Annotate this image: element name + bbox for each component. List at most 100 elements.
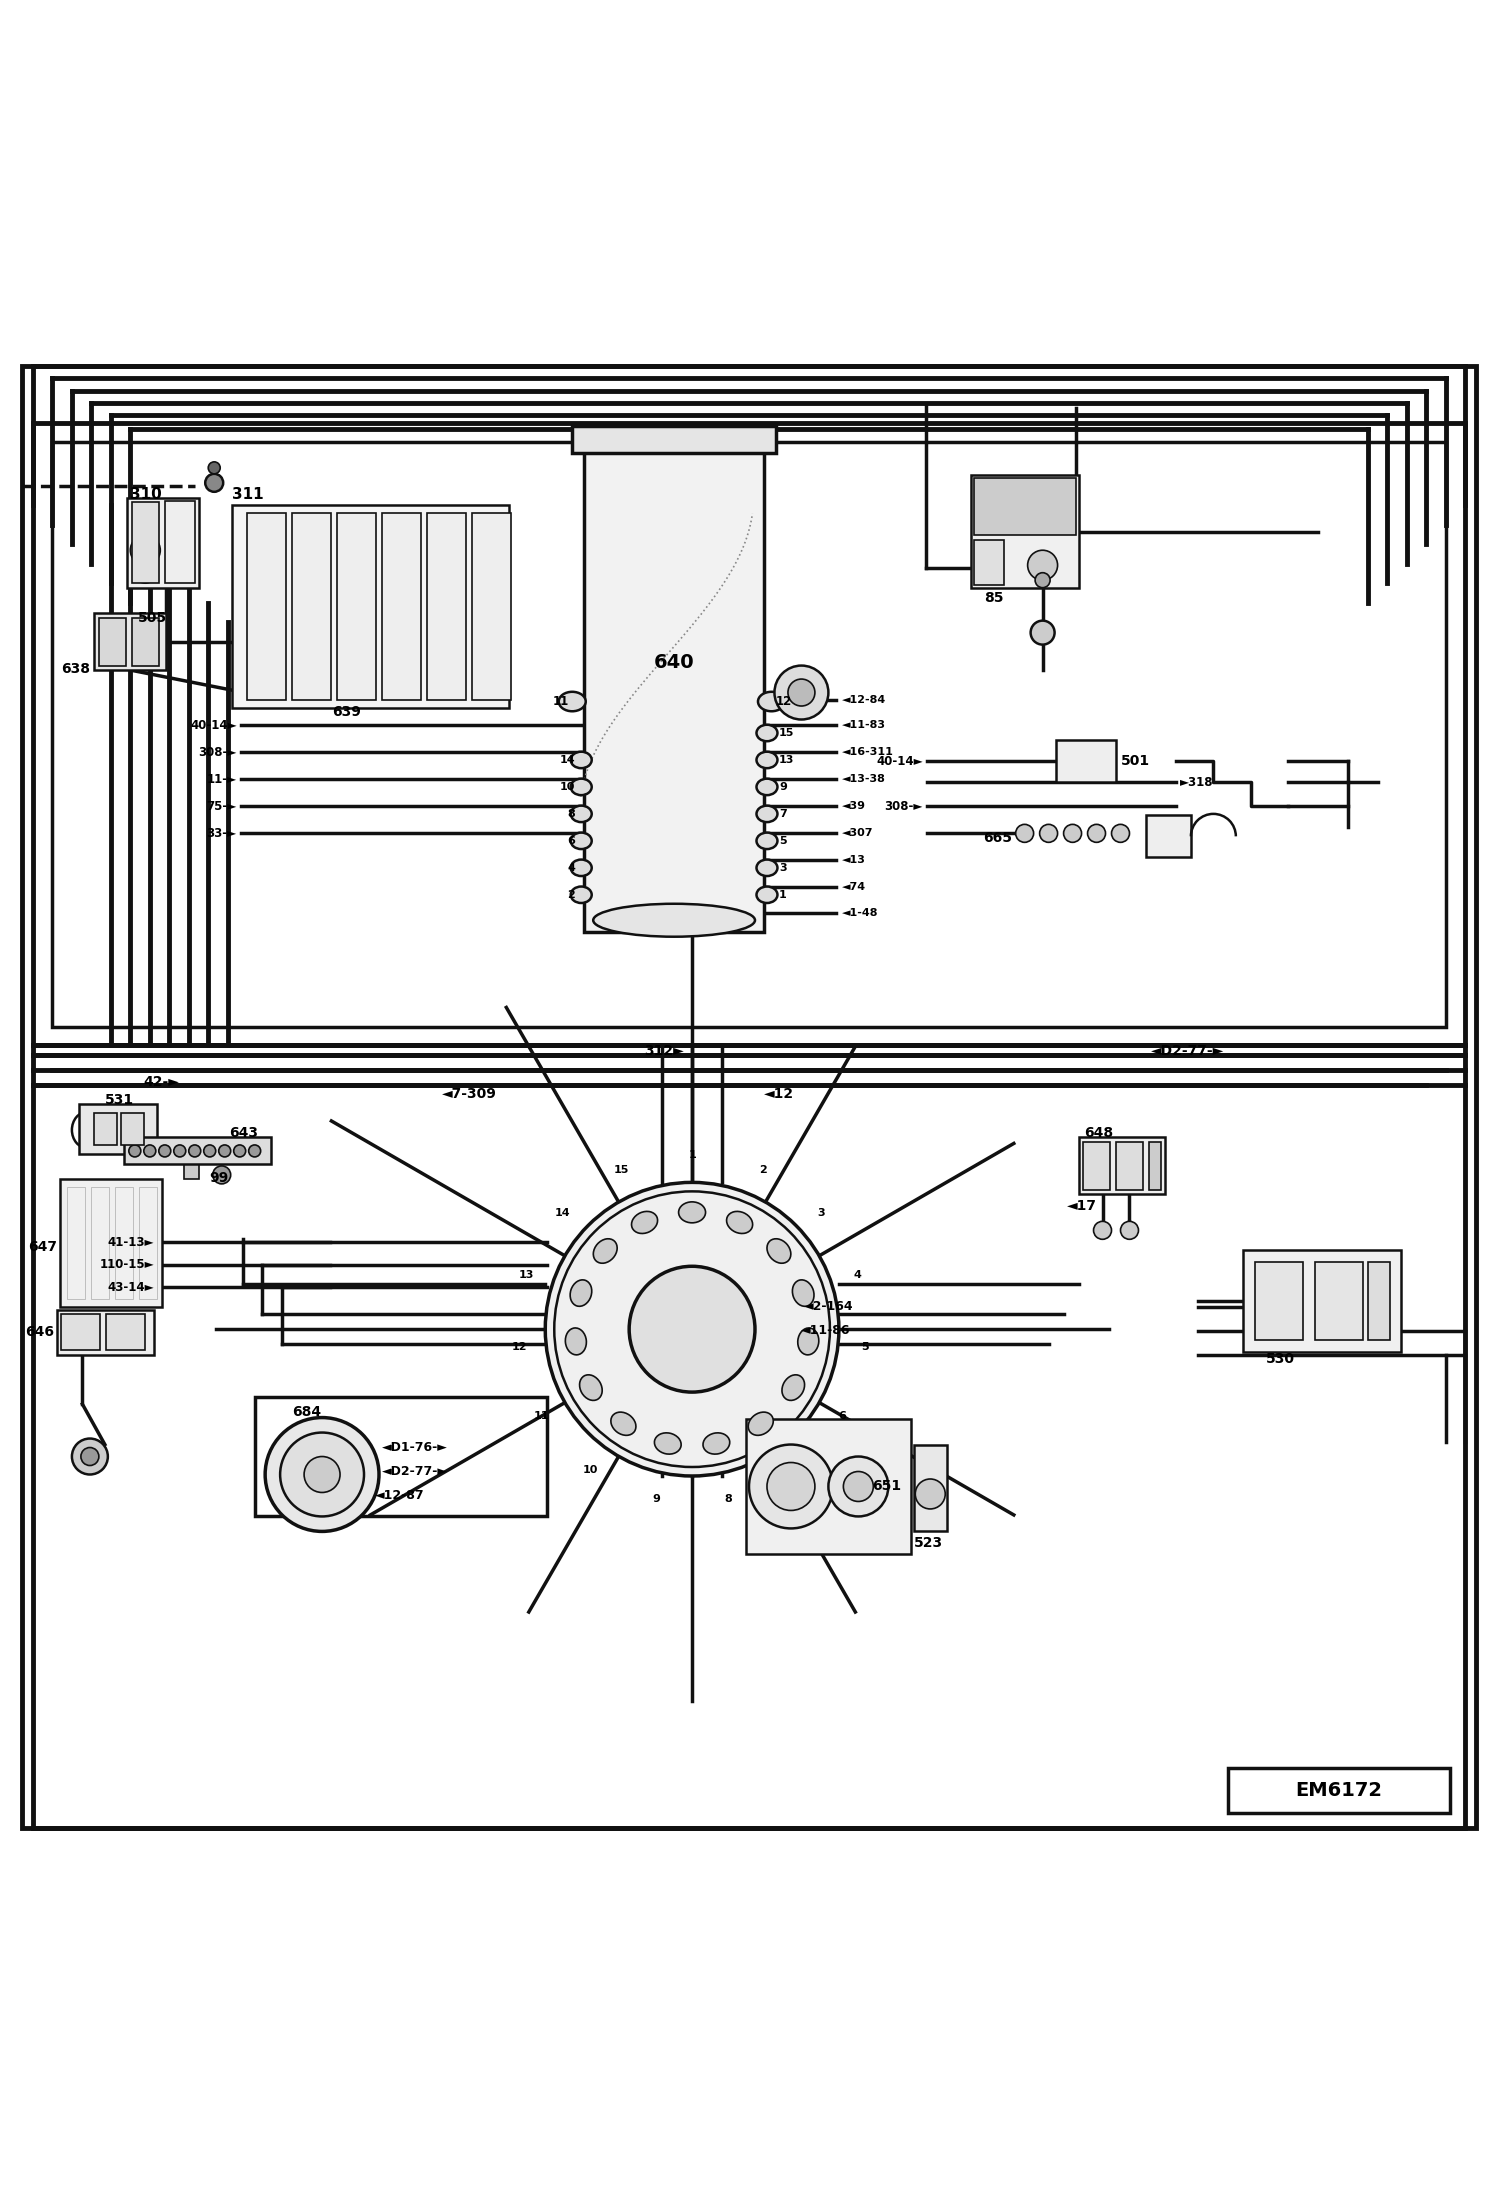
Ellipse shape bbox=[798, 1327, 819, 1356]
Text: 13: 13 bbox=[779, 755, 794, 766]
Bar bbox=[974, 478, 1076, 535]
Ellipse shape bbox=[767, 1240, 791, 1264]
Bar bbox=[472, 513, 511, 700]
Ellipse shape bbox=[655, 1433, 682, 1455]
Text: 6: 6 bbox=[568, 836, 575, 847]
Text: 85: 85 bbox=[984, 590, 1004, 606]
Bar bbox=[1243, 1251, 1401, 1352]
Circle shape bbox=[189, 1145, 201, 1156]
Text: 12: 12 bbox=[776, 695, 792, 709]
Text: 3: 3 bbox=[818, 1209, 825, 1218]
Bar bbox=[33, 423, 1465, 1044]
Text: ◄74: ◄74 bbox=[842, 882, 866, 893]
Bar bbox=[60, 1180, 162, 1308]
Bar bbox=[1228, 1768, 1450, 1812]
Text: 684: 684 bbox=[292, 1404, 321, 1420]
Bar bbox=[1146, 816, 1191, 858]
Ellipse shape bbox=[703, 1433, 730, 1455]
Bar bbox=[33, 1044, 1465, 1828]
Text: 312►: 312► bbox=[644, 1044, 685, 1058]
Circle shape bbox=[665, 426, 683, 443]
Text: 505: 505 bbox=[138, 610, 166, 625]
Circle shape bbox=[343, 656, 370, 685]
Circle shape bbox=[767, 1463, 815, 1509]
Circle shape bbox=[298, 612, 325, 638]
Circle shape bbox=[1016, 825, 1034, 842]
Circle shape bbox=[102, 632, 123, 652]
Circle shape bbox=[169, 524, 190, 546]
Ellipse shape bbox=[565, 1327, 586, 1356]
Text: ◄13-38: ◄13-38 bbox=[842, 774, 885, 785]
Bar bbox=[121, 1115, 144, 1145]
Circle shape bbox=[174, 1145, 186, 1156]
Text: 523: 523 bbox=[914, 1536, 942, 1551]
Circle shape bbox=[204, 1145, 216, 1156]
Circle shape bbox=[478, 566, 505, 595]
Ellipse shape bbox=[748, 1413, 773, 1435]
Circle shape bbox=[298, 529, 325, 557]
Text: 14: 14 bbox=[560, 755, 575, 766]
Ellipse shape bbox=[611, 1413, 637, 1435]
Circle shape bbox=[1112, 825, 1129, 842]
Circle shape bbox=[213, 1165, 231, 1185]
Circle shape bbox=[1064, 825, 1082, 842]
Bar bbox=[184, 1165, 199, 1180]
Ellipse shape bbox=[632, 1211, 658, 1233]
Bar bbox=[255, 1398, 547, 1516]
Text: 11: 11 bbox=[533, 1411, 550, 1422]
Bar bbox=[61, 1314, 100, 1349]
Circle shape bbox=[433, 566, 460, 595]
Circle shape bbox=[343, 566, 370, 595]
Bar bbox=[115, 1187, 133, 1299]
Ellipse shape bbox=[571, 886, 592, 904]
Text: ◄12-84: ◄12-84 bbox=[842, 695, 887, 704]
Circle shape bbox=[388, 612, 415, 638]
Text: 308-►: 308-► bbox=[884, 801, 923, 814]
Bar bbox=[91, 1187, 109, 1299]
Circle shape bbox=[159, 1145, 171, 1156]
Text: 12: 12 bbox=[511, 1343, 527, 1352]
Text: 308-►: 308-► bbox=[198, 746, 237, 759]
Text: ◄1-48: ◄1-48 bbox=[842, 908, 878, 917]
Text: 640: 640 bbox=[653, 654, 695, 671]
Ellipse shape bbox=[756, 832, 777, 849]
Text: 41-13►: 41-13► bbox=[108, 1235, 154, 1248]
Circle shape bbox=[629, 1266, 755, 1393]
Circle shape bbox=[774, 665, 828, 720]
Ellipse shape bbox=[571, 832, 592, 849]
Text: 14: 14 bbox=[556, 1209, 571, 1218]
Circle shape bbox=[388, 529, 415, 557]
Ellipse shape bbox=[792, 1279, 813, 1305]
Ellipse shape bbox=[593, 1240, 617, 1264]
Bar bbox=[584, 450, 764, 932]
Bar bbox=[247, 513, 286, 700]
Ellipse shape bbox=[758, 691, 785, 711]
Circle shape bbox=[1088, 825, 1106, 842]
Circle shape bbox=[234, 1145, 246, 1156]
Text: 15: 15 bbox=[614, 1165, 629, 1176]
Circle shape bbox=[388, 566, 415, 595]
Ellipse shape bbox=[571, 779, 592, 794]
Ellipse shape bbox=[580, 1376, 602, 1400]
Ellipse shape bbox=[571, 805, 592, 823]
Text: ◄D2-77-►: ◄D2-77-► bbox=[1150, 1044, 1224, 1058]
Circle shape bbox=[343, 529, 370, 557]
Bar bbox=[139, 1187, 157, 1299]
Text: 9: 9 bbox=[652, 1494, 661, 1505]
Bar bbox=[106, 1314, 145, 1349]
Ellipse shape bbox=[756, 724, 777, 742]
Circle shape bbox=[749, 1444, 833, 1529]
Text: 10: 10 bbox=[583, 1466, 598, 1474]
Bar bbox=[292, 513, 331, 700]
Text: ◄39: ◄39 bbox=[842, 801, 866, 812]
Circle shape bbox=[304, 1457, 340, 1492]
Circle shape bbox=[144, 1145, 156, 1156]
Bar bbox=[94, 1115, 117, 1145]
Ellipse shape bbox=[756, 886, 777, 904]
Text: 665: 665 bbox=[983, 832, 1011, 845]
Circle shape bbox=[253, 612, 280, 638]
Circle shape bbox=[135, 562, 156, 584]
Text: 648: 648 bbox=[1085, 1126, 1113, 1141]
Circle shape bbox=[388, 656, 415, 685]
Bar bbox=[1315, 1262, 1363, 1341]
